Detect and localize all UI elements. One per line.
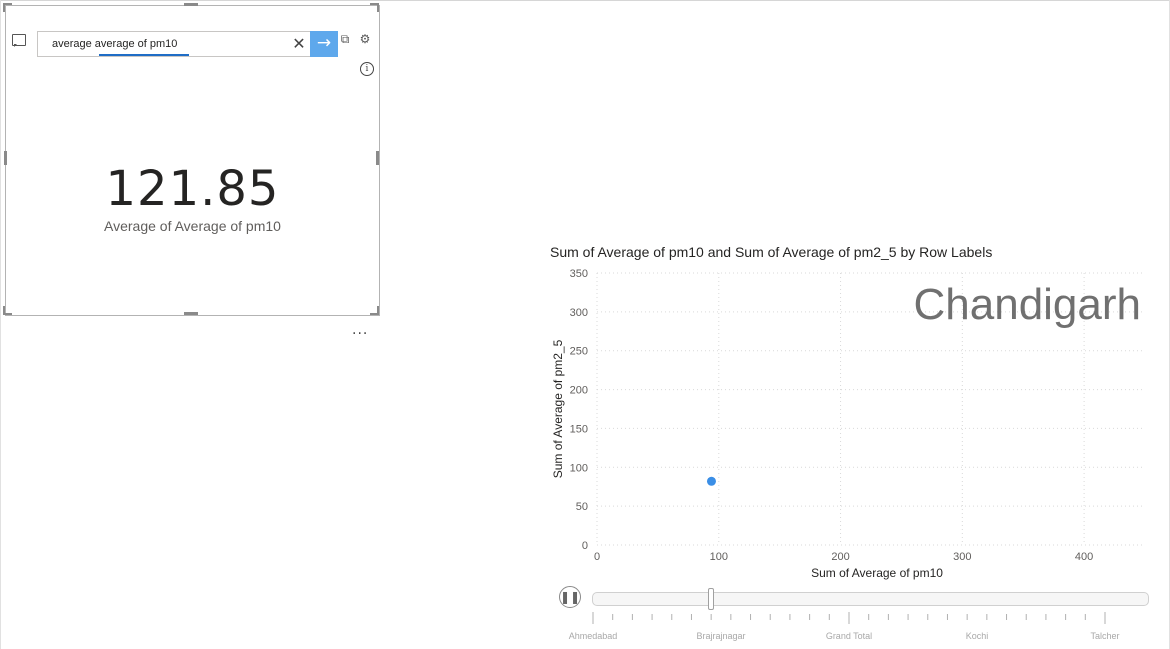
more-options-button[interactable]: ...	[352, 322, 369, 338]
close-icon[interactable]: ✕	[292, 34, 306, 53]
play-axis-label[interactable]: Ahmedabad	[568, 631, 618, 641]
y-tick-label: 250	[570, 346, 588, 358]
y-tick-label: 200	[570, 385, 588, 397]
play-axis-ticks	[592, 612, 1106, 624]
play-axis-label[interactable]: Kochi	[965, 631, 989, 641]
resize-handle[interactable]	[3, 313, 12, 315]
resize-handle[interactable]	[3, 3, 12, 5]
resize-handle[interactable]	[370, 313, 379, 315]
arrow-right-icon[interactable]: →	[310, 31, 338, 57]
resize-handle[interactable]	[377, 306, 379, 315]
play-axis-label[interactable]: Grand Total	[825, 631, 873, 641]
canvas-left-border	[0, 0, 1, 649]
resize-handle[interactable]	[3, 3, 5, 12]
qa-visual[interactable]: average average of pm10 ✕ → ⧉ ⚙ i 121.85…	[5, 5, 380, 316]
pause-button[interactable]: ❚❚	[559, 586, 581, 608]
x-tick-label: 200	[831, 551, 849, 563]
y-tick-label: 100	[570, 462, 588, 474]
qa-question-input[interactable]: average average of pm10 ✕ →	[37, 31, 338, 57]
y-tick-label: 350	[570, 268, 588, 280]
play-axis-watermark: Chandigarh	[914, 280, 1142, 329]
kpi-value: 121.85	[105, 161, 280, 217]
y-axis-title: Sum of Average of pm2_5	[551, 339, 565, 478]
resize-handle[interactable]	[376, 151, 379, 165]
kpi-label: Average of Average of pm10	[104, 218, 281, 234]
scatter-point[interactable]	[706, 476, 716, 486]
chart-title: Sum of Average of pm10 and Sum of Averag…	[550, 244, 993, 260]
y-tick-label: 50	[576, 501, 588, 513]
resize-handle[interactable]	[377, 3, 379, 12]
play-axis-label[interactable]: Talcher	[1090, 631, 1120, 641]
play-axis-label[interactable]: Brajrajnagar	[696, 631, 746, 641]
y-tick-label: 150	[570, 423, 588, 435]
x-tick-label: 300	[953, 551, 971, 563]
info-icon[interactable]: i	[360, 62, 374, 76]
gear-icon[interactable]: ⚙	[359, 32, 371, 46]
play-axis-thumb[interactable]	[707, 588, 714, 610]
x-axis-title: Sum of Average of pm10	[811, 566, 943, 580]
play-axis-track[interactable]	[592, 592, 1149, 606]
y-tick-label: 300	[570, 307, 588, 319]
scatter-chart[interactable]: 0 50 100 150 200 250 300 350 0 100 200 300 400 Chand…	[540, 260, 1165, 585]
qa-term-underline	[99, 54, 189, 56]
canvas-top-border	[0, 0, 1170, 4]
resize-handle[interactable]	[370, 3, 379, 5]
resize-handle[interactable]	[184, 312, 198, 315]
convert-visual-icon[interactable]: ⧉	[340, 32, 350, 46]
resize-handle[interactable]	[4, 151, 7, 165]
x-tick-label: 400	[1075, 551, 1093, 563]
qa-question-text[interactable]: average average of pm10	[52, 38, 178, 50]
resize-handle[interactable]	[184, 3, 198, 6]
x-tick-label: 0	[594, 551, 600, 563]
resize-handle[interactable]	[3, 306, 5, 315]
chat-icon[interactable]	[12, 34, 26, 47]
x-tick-label: 100	[710, 551, 728, 563]
y-tick-label: 0	[582, 540, 588, 552]
